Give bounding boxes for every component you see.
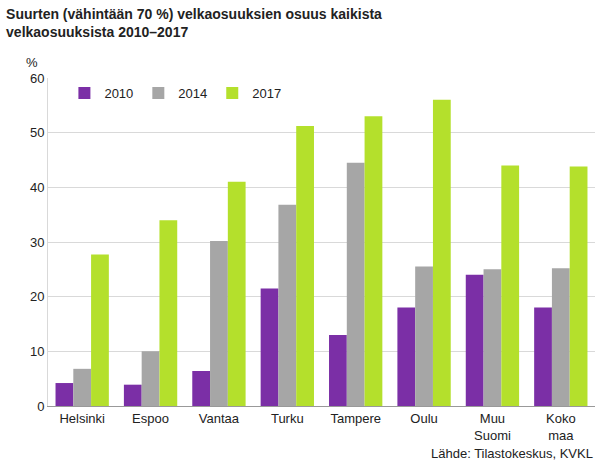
svg-text:Turku: Turku: [271, 411, 304, 426]
svg-text:Helsinki: Helsinki: [59, 411, 105, 426]
svg-text:2017: 2017: [252, 86, 281, 101]
svg-text:60: 60: [30, 71, 44, 86]
svg-text:50: 50: [30, 125, 44, 140]
svg-text:Espoo: Espoo: [132, 411, 169, 426]
svg-text:Vantaa: Vantaa: [199, 411, 240, 426]
svg-text:2010: 2010: [104, 86, 133, 101]
svg-text:0: 0: [37, 399, 44, 414]
svg-text:30: 30: [30, 235, 44, 250]
svg-text:Oulu: Oulu: [410, 411, 437, 426]
svg-text:MuuSuomi: MuuSuomi: [474, 411, 511, 443]
svg-text:Tampere: Tampere: [330, 411, 381, 426]
svg-text:%: %: [26, 55, 38, 70]
svg-text:10: 10: [30, 344, 44, 359]
svg-text:2014: 2014: [178, 86, 207, 101]
svg-text:20: 20: [30, 289, 44, 304]
svg-text:Suurten (vähintään 70 %) velka: Suurten (vähintään 70 %) velkaosuuksien …: [6, 6, 382, 40]
svg-text:40: 40: [30, 180, 44, 195]
svg-text:Lähde: Tilastokeskus, KVKL: Lähde: Tilastokeskus, KVKL: [431, 446, 593, 461]
svg-text:Kokomaa: Kokomaa: [546, 411, 576, 443]
